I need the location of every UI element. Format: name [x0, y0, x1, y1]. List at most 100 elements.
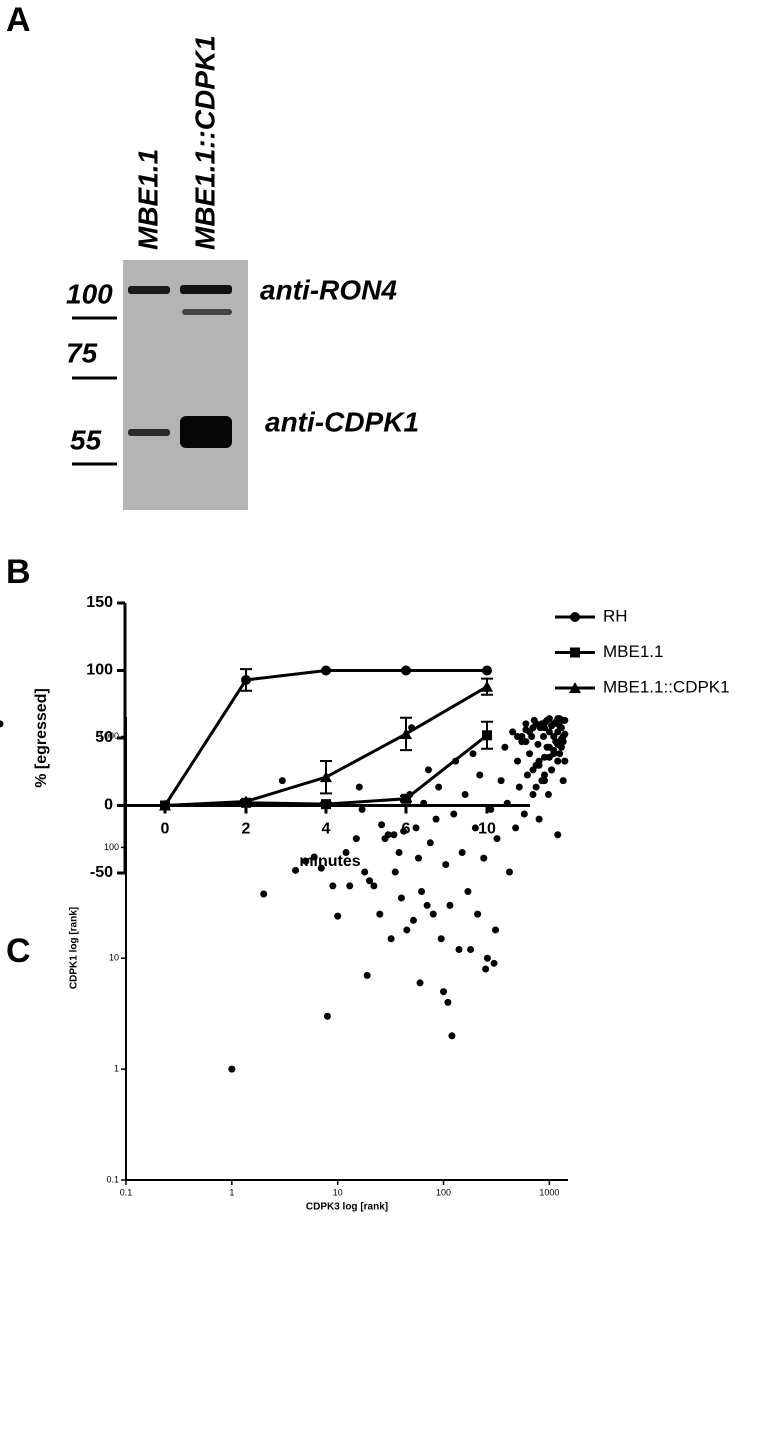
point: [409, 916, 417, 924]
point: [535, 815, 543, 823]
lane-label: MBE1.1: [132, 149, 163, 250]
point: [403, 926, 411, 934]
point: [412, 824, 420, 832]
point: [554, 740, 562, 748]
point: [532, 720, 540, 728]
marker-label: 100: [66, 278, 113, 309]
point: [556, 722, 564, 730]
point: [387, 935, 395, 943]
point: [442, 861, 450, 869]
point: [461, 790, 469, 798]
point: [561, 730, 569, 738]
marker: [481, 680, 493, 692]
y-tick-label: -50: [90, 864, 113, 881]
point: [426, 839, 434, 847]
y-tick-label: 50: [95, 729, 113, 746]
point: [541, 777, 549, 785]
y-tick-label: 150: [86, 594, 113, 611]
point: [329, 882, 337, 890]
point: [455, 945, 463, 953]
point: [550, 733, 558, 741]
point: [512, 824, 520, 832]
point: [554, 831, 562, 839]
point: [469, 750, 477, 758]
y-tick-label: 100: [104, 842, 119, 852]
point: [545, 728, 553, 736]
point: [559, 777, 567, 785]
marker: [240, 795, 252, 807]
x-axis-label: CDPK3 log [rank]: [306, 1202, 388, 1213]
point: [559, 716, 567, 724]
point: [435, 783, 443, 791]
point: [228, 1065, 236, 1073]
point: [515, 783, 523, 791]
point: [378, 821, 386, 829]
point: [414, 854, 422, 862]
point: [559, 738, 567, 746]
marker: [321, 799, 331, 810]
band: [182, 309, 232, 315]
point: [509, 728, 517, 736]
point: [541, 771, 549, 779]
marker: [159, 799, 171, 811]
point: [361, 868, 369, 876]
point: [260, 890, 268, 898]
point: [376, 910, 384, 918]
y-tick-label: 10: [109, 953, 119, 963]
western-blot: 100 75 55 anti-RON4 anti-CDPK1 MBE1.1 MB…: [66, 35, 419, 510]
point: [452, 757, 460, 765]
point: [523, 771, 531, 779]
band: [128, 286, 170, 294]
point: [534, 740, 542, 748]
point: [437, 935, 445, 943]
marker: [570, 647, 580, 658]
point: [444, 998, 452, 1006]
y-tick-label: 100: [86, 662, 113, 679]
x-tick-label: 1: [229, 1187, 234, 1197]
point: [278, 777, 286, 785]
point: [529, 766, 537, 774]
point: [464, 888, 472, 896]
point: [384, 831, 392, 839]
point: [529, 790, 537, 798]
point: [545, 753, 553, 761]
point: [395, 848, 403, 856]
point: [458, 848, 466, 856]
band-label: anti-CDPK1: [265, 406, 419, 437]
point: [474, 910, 482, 918]
point: [554, 757, 562, 765]
y-tick-label: 0.1: [106, 1174, 119, 1184]
point: [480, 854, 488, 862]
point: [310, 853, 318, 861]
y-tick-label: 0: [104, 797, 113, 814]
x-tick-label: 1000: [539, 1187, 559, 1197]
point: [420, 799, 428, 807]
point: [423, 901, 431, 909]
marker: [569, 682, 581, 693]
point: [370, 882, 378, 890]
point: [522, 738, 530, 746]
point: [539, 733, 547, 741]
point: [532, 783, 540, 791]
point: [522, 726, 530, 734]
point: [476, 771, 484, 779]
legend-label: MBE1.1::CDPK1: [603, 677, 730, 696]
marker: [321, 665, 331, 676]
point: [358, 805, 366, 813]
point: [492, 926, 500, 934]
marker: [320, 771, 332, 783]
point: [514, 757, 522, 765]
y-tick-label: 1: [114, 1064, 119, 1074]
marker: [401, 793, 411, 804]
band: [180, 416, 232, 448]
y-tick-label: 1000: [99, 731, 119, 741]
panel-label: A: [6, 1, 31, 39]
point: [292, 866, 300, 874]
marker: [482, 665, 492, 676]
point: [448, 1032, 456, 1040]
lane-label: MBE1.1::CDPK1: [189, 35, 220, 250]
point: [416, 979, 424, 987]
point: [446, 901, 454, 909]
point: [538, 720, 546, 728]
